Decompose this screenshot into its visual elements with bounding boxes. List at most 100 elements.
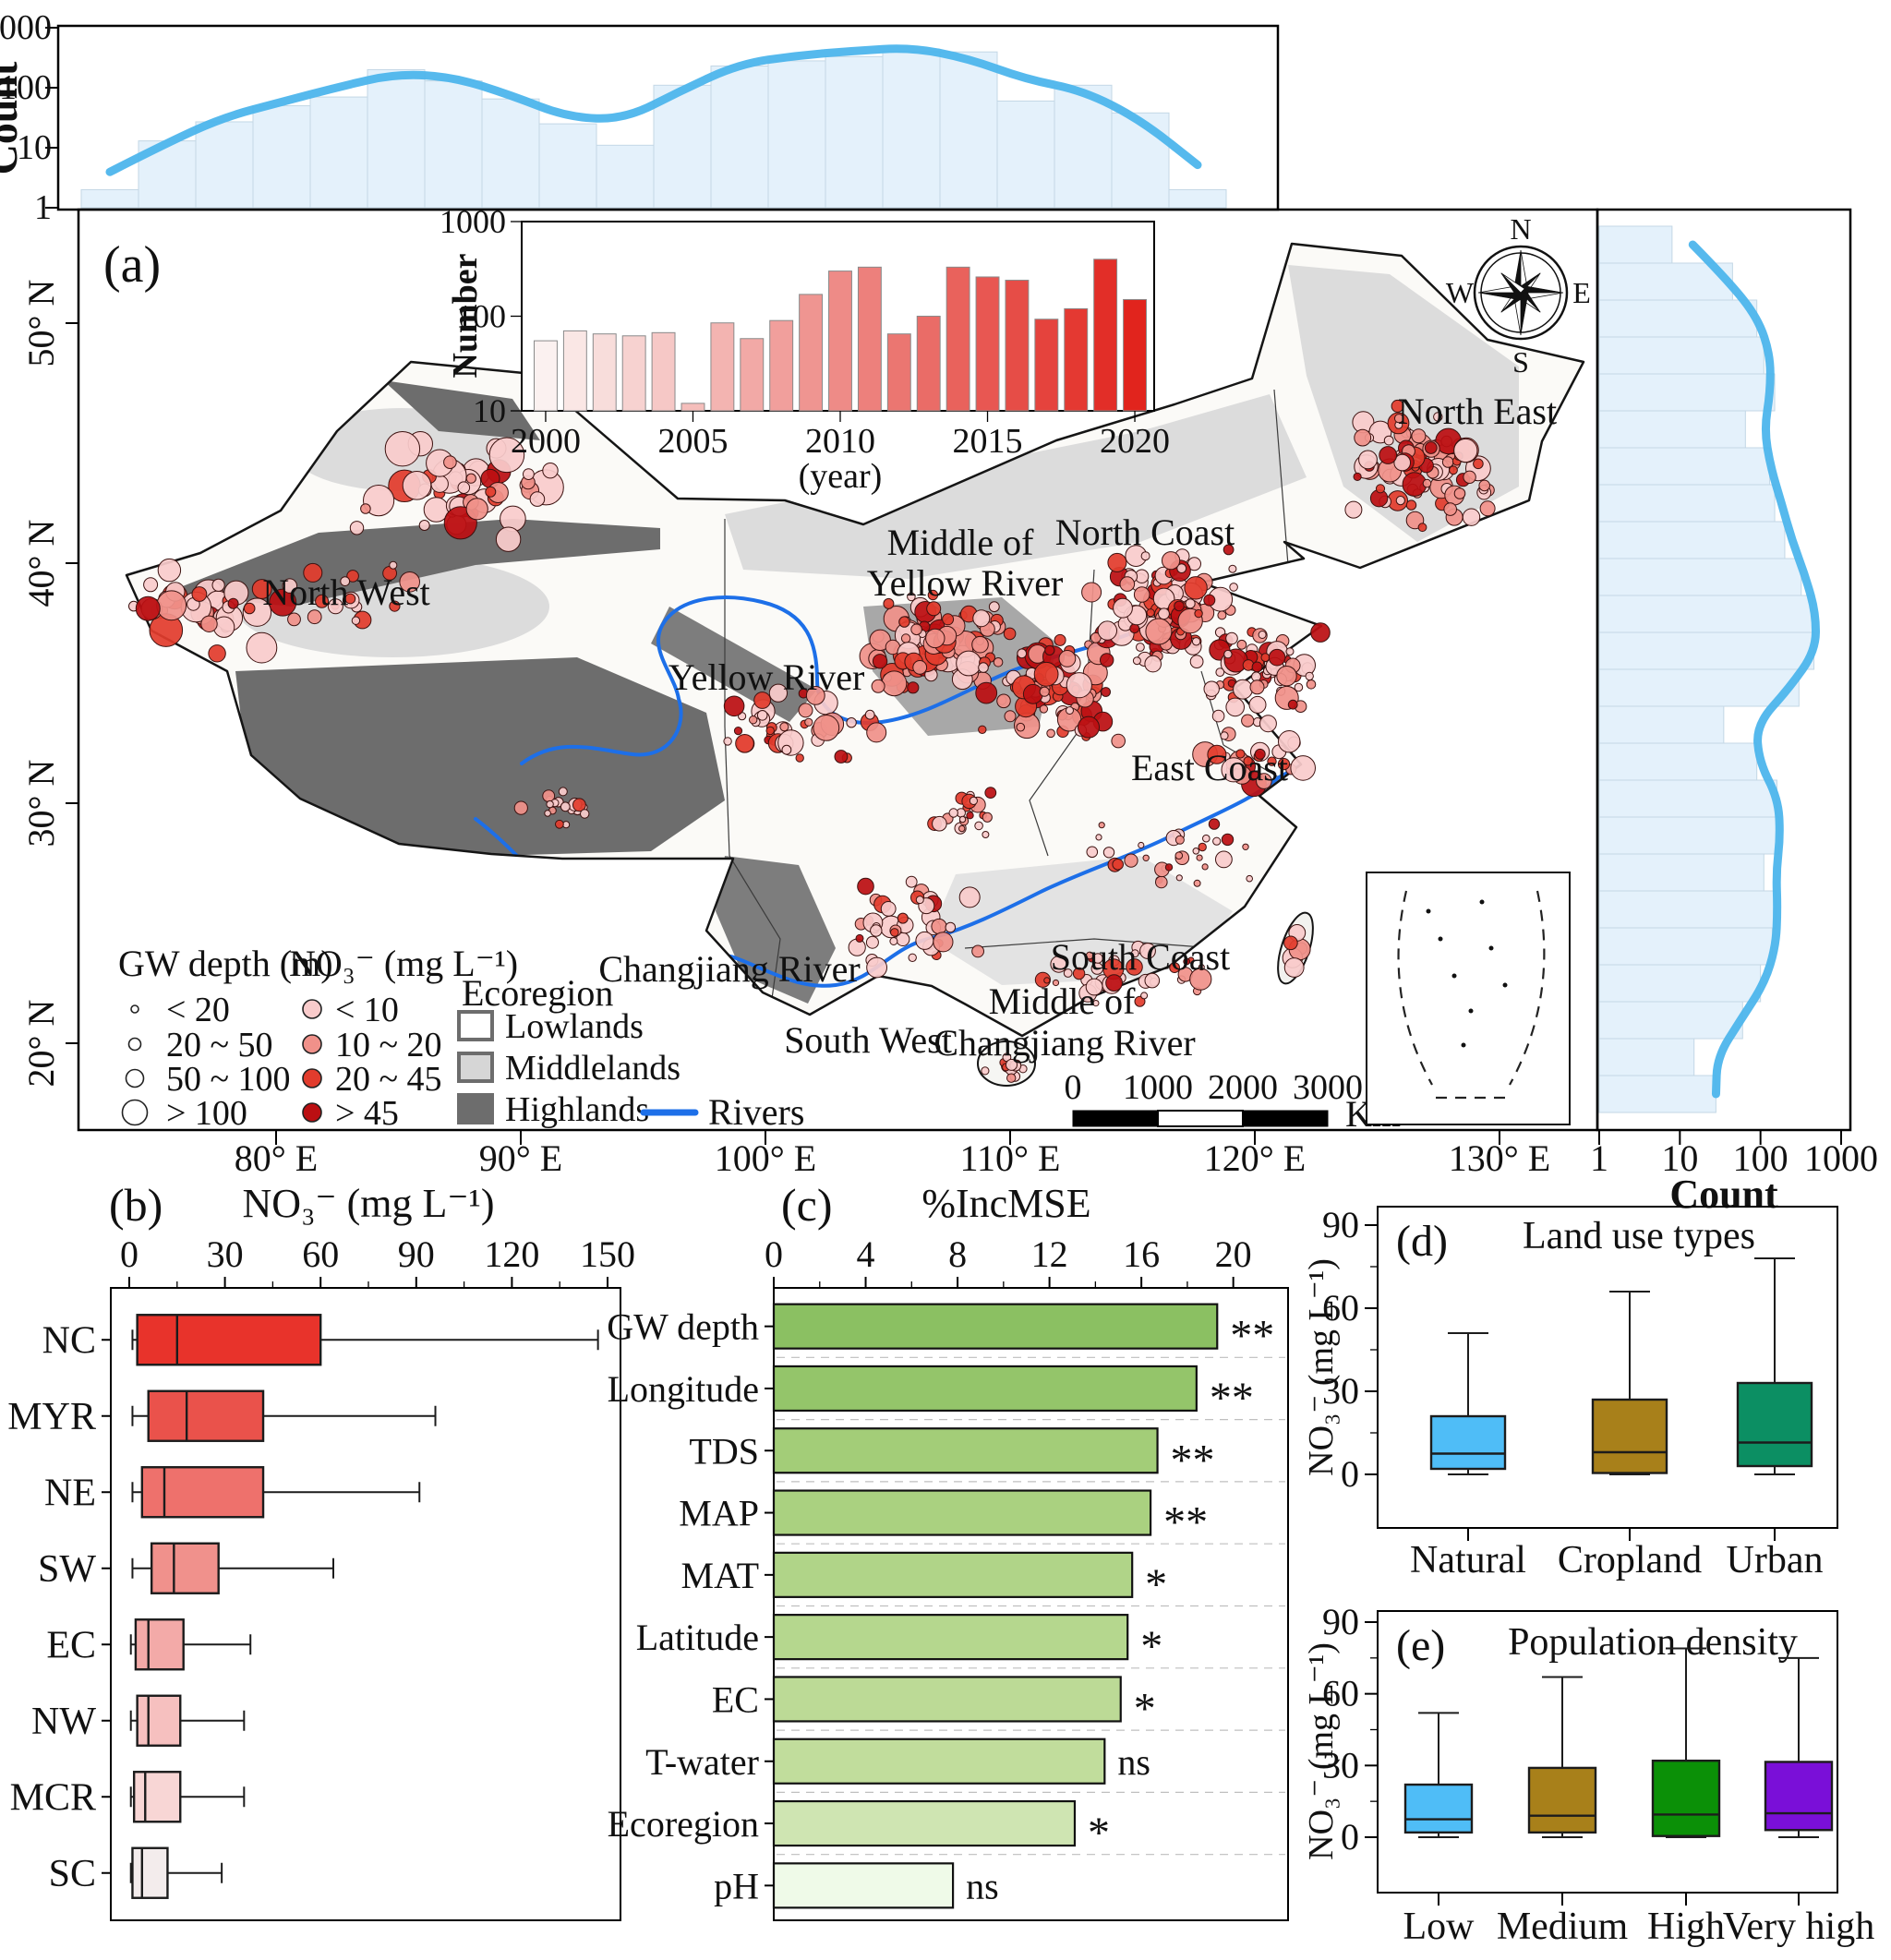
importance-bar (772, 1799, 1077, 1847)
legend-no3-symbol (302, 999, 322, 1019)
top-hist-bar (939, 51, 998, 209)
sample-point (723, 695, 745, 717)
sample-point (889, 937, 898, 945)
sea-inset-island-dot (1426, 908, 1431, 914)
sample-point (513, 800, 528, 815)
sample-point (1344, 500, 1363, 519)
sample-point (1174, 600, 1185, 612)
sample-point (1133, 586, 1150, 603)
top-hist-bar (481, 98, 540, 209)
sample-point (1144, 655, 1162, 673)
legend-gw-depth-label: 20 ~ 50 (166, 1026, 273, 1064)
sample-point (572, 798, 586, 812)
sample-point (344, 593, 356, 605)
sample-point (795, 753, 804, 763)
panel-c-frame (773, 1287, 1289, 1921)
sample-point (1132, 656, 1141, 666)
sample-point (1142, 854, 1150, 861)
sample-point (1189, 655, 1204, 669)
boxplot-box (147, 1389, 265, 1442)
sample-point (1375, 484, 1386, 494)
sample-point (871, 679, 885, 693)
right-hist-bar (1598, 225, 1673, 264)
sample-point (1233, 679, 1253, 700)
compass-n-label: N (1510, 212, 1531, 246)
boxplot-box (131, 1846, 169, 1899)
sample-point (327, 598, 343, 615)
panel-b-frame (110, 1287, 621, 1921)
panel-c-row-label: GW depth (607, 1306, 759, 1348)
paneld-category-label: Natural (1410, 1539, 1526, 1581)
sample-point (966, 812, 974, 820)
sample-point (883, 597, 895, 609)
sample-point (1223, 544, 1235, 556)
legend-gw-depth-label: > 100 (166, 1094, 247, 1133)
sample-point (1006, 1058, 1018, 1071)
terrain-south-hills (928, 856, 1233, 985)
legend-no3-label: < 10 (335, 991, 399, 1029)
importance-bar (772, 1303, 1219, 1350)
scalebar-tick-label: 0 (1065, 1068, 1082, 1107)
panel-b-xtick-label: 120 (484, 1233, 539, 1275)
sample-point (1058, 650, 1077, 667)
boxplot-box (1736, 1381, 1813, 1468)
sample-point (756, 710, 768, 721)
legend-gw-depth-symbol (121, 1099, 149, 1126)
sample-point (282, 578, 298, 594)
right-hist-xtick-label: 10 (1661, 1137, 1698, 1179)
sea-inset-frame (1366, 872, 1571, 1125)
sample-point (1043, 977, 1051, 984)
panel-c-row-label: EC (712, 1678, 759, 1720)
sample-point (1145, 618, 1173, 645)
right-hist-bar (1598, 595, 1814, 633)
sample-point (157, 558, 182, 583)
right-hist-bar (1598, 299, 1758, 338)
compass-spike-dark (1477, 292, 1522, 301)
legend-gw-depth-symbol (130, 1004, 139, 1014)
legend-no3-label: > 45 (335, 1094, 399, 1133)
panele-category-label: Very high (1723, 1906, 1874, 1948)
sample-point (1072, 967, 1086, 980)
legend-ecoregion-label: Lowlands (505, 1007, 644, 1046)
boxplot-box (134, 1618, 185, 1671)
sample-point (1183, 957, 1191, 966)
right-hist-bar (1598, 336, 1765, 375)
panele-category-label: Medium (1497, 1906, 1629, 1948)
sample-point (1306, 679, 1317, 690)
top-histogram-ylabel: Count (0, 61, 26, 174)
inset-xlabel: (year) (799, 457, 883, 496)
panel-c-row-label: MAT (681, 1555, 759, 1596)
sample-point (1358, 450, 1378, 470)
sample-point (931, 918, 947, 935)
sample-point (1277, 758, 1291, 771)
sample-point (834, 750, 849, 764)
right-hist-xtick-label: 100 (1733, 1137, 1789, 1179)
sample-point (1138, 841, 1145, 849)
sample-point (1101, 687, 1111, 697)
terrain-hengduan (716, 856, 836, 1004)
sample-point (523, 468, 535, 481)
sample-point (1258, 631, 1267, 639)
map-axes: 50° N 40° N 30° N 20° N 80° E 90° E 100° E 110°… (20, 280, 1550, 1179)
top-hist-bar (1054, 84, 1113, 209)
sample-point (805, 686, 825, 705)
sample-point (781, 744, 792, 755)
sample-point (984, 787, 997, 799)
significance-label: * (1088, 1809, 1110, 1858)
sample-point (1129, 623, 1140, 634)
top-hist-bar (195, 121, 254, 209)
inset-year-bar (769, 319, 794, 412)
panel-c-title: %IncMSE (921, 1181, 1090, 1226)
right-hist-bar (1598, 1001, 1743, 1040)
map-region-label: South West (784, 1019, 952, 1061)
sample-point (897, 912, 909, 924)
importance-bar (772, 1489, 1152, 1536)
sample-point (1283, 935, 1298, 951)
sample-point (1422, 478, 1432, 488)
inset-year-bar (1093, 259, 1118, 412)
inset-year-bar (651, 331, 676, 412)
map-region-label: Yellow River (867, 562, 1064, 604)
sample-point (942, 613, 955, 626)
